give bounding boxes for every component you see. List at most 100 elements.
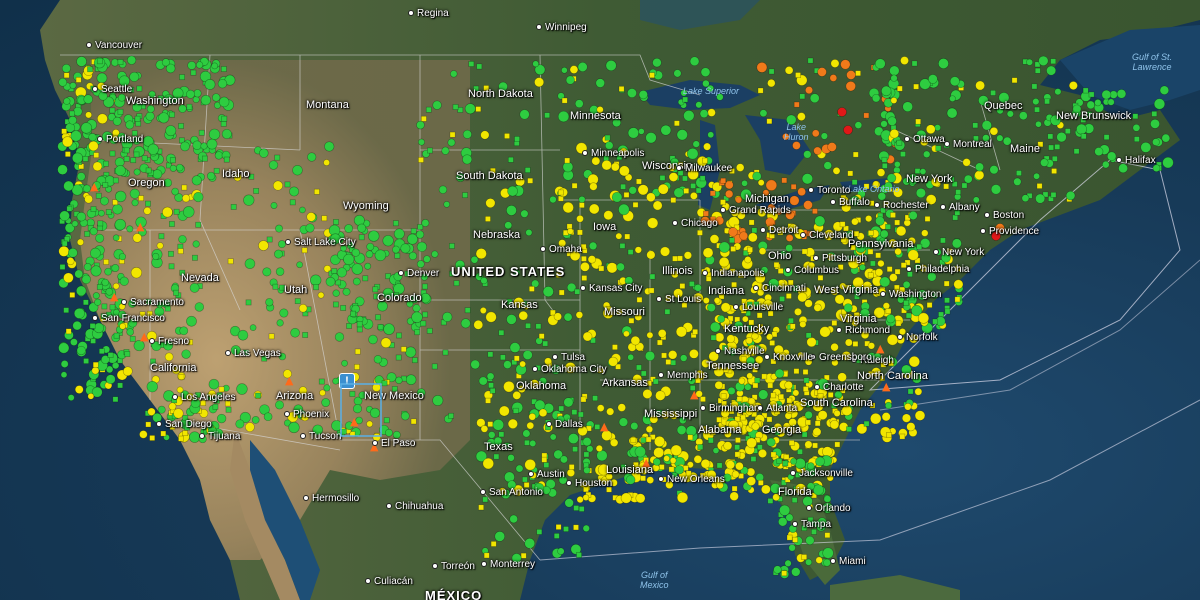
monitor-marker[interactable] <box>288 421 300 434</box>
monitor-marker[interactable] <box>441 146 450 155</box>
monitor-marker[interactable] <box>331 268 338 275</box>
monitor-marker[interactable] <box>431 363 438 370</box>
monitor-marker[interactable] <box>724 189 734 199</box>
monitor-marker[interactable] <box>464 103 476 115</box>
monitor-marker[interactable] <box>728 420 740 432</box>
monitor-marker[interactable] <box>488 431 496 439</box>
monitor-marker[interactable] <box>646 250 656 260</box>
monitor-marker[interactable] <box>1159 85 1170 95</box>
monitor-marker[interactable] <box>769 340 776 346</box>
monitor-marker[interactable] <box>90 337 96 344</box>
monitor-marker[interactable] <box>531 279 540 288</box>
monitor-marker[interactable] <box>104 267 112 276</box>
monitor-marker[interactable] <box>362 275 369 282</box>
monitor-marker[interactable] <box>133 168 141 176</box>
monitor-marker[interactable] <box>877 259 885 268</box>
monitor-marker[interactable] <box>724 430 732 438</box>
monitor-marker[interactable] <box>82 156 89 162</box>
monitor-marker[interactable] <box>1042 191 1049 198</box>
monitor-marker[interactable] <box>63 307 70 314</box>
monitor-marker[interactable] <box>169 111 175 118</box>
monitor-marker[interactable] <box>172 365 181 375</box>
monitor-marker[interactable] <box>1035 193 1046 204</box>
monitor-marker[interactable] <box>894 219 901 226</box>
monitor-marker[interactable] <box>618 203 630 216</box>
monitor-marker[interactable] <box>902 280 911 289</box>
monitor-marker[interactable] <box>908 355 920 368</box>
monitor-marker[interactable] <box>648 287 655 294</box>
monitor-marker[interactable] <box>422 283 428 290</box>
monitor-marker[interactable] <box>168 250 174 257</box>
monitor-marker[interactable] <box>565 75 575 85</box>
monitor-marker[interactable] <box>812 400 824 412</box>
monitor-marker[interactable] <box>773 261 780 268</box>
monitor-marker[interactable] <box>299 206 306 214</box>
monitor-marker[interactable] <box>542 286 554 298</box>
monitor-marker[interactable] <box>616 308 623 316</box>
monitor-marker[interactable] <box>109 150 116 157</box>
monitor-marker[interactable] <box>109 304 116 311</box>
monitor-marker[interactable] <box>321 215 328 222</box>
monitor-marker[interactable] <box>182 430 189 437</box>
monitor-marker[interactable] <box>665 359 672 365</box>
monitor-marker[interactable] <box>751 332 759 340</box>
monitor-marker[interactable] <box>564 157 571 164</box>
monitor-marker[interactable] <box>862 281 873 291</box>
monitor-marker[interactable] <box>638 90 648 100</box>
monitor-marker[interactable] <box>907 237 916 246</box>
monitor-marker[interactable] <box>1034 106 1040 113</box>
monitor-marker[interactable] <box>778 517 788 527</box>
monitor-marker[interactable] <box>726 334 736 344</box>
monitor-marker[interactable] <box>408 251 418 261</box>
monitor-marker[interactable] <box>117 108 124 115</box>
fire-icon[interactable]: ▲ <box>136 220 145 233</box>
fire-icon[interactable]: ▲ <box>90 180 99 193</box>
monitor-marker[interactable] <box>620 492 632 504</box>
monitor-marker[interactable] <box>595 444 603 453</box>
monitor-marker[interactable] <box>383 323 395 335</box>
monitor-marker[interactable] <box>201 155 208 162</box>
monitor-marker[interactable] <box>178 104 187 113</box>
monitor-marker[interactable] <box>515 464 524 473</box>
monitor-marker[interactable] <box>392 220 399 227</box>
monitor-marker[interactable] <box>279 308 289 318</box>
monitor-marker[interactable] <box>268 333 275 340</box>
monitor-marker[interactable] <box>443 201 451 208</box>
monitor-marker[interactable] <box>974 170 985 181</box>
monitor-marker[interactable] <box>561 66 568 74</box>
monitor-marker[interactable] <box>881 85 892 97</box>
monitor-marker[interactable] <box>406 300 414 308</box>
monitor-marker[interactable] <box>686 147 699 160</box>
monitor-marker[interactable] <box>727 386 736 396</box>
monitor-marker[interactable] <box>524 439 530 446</box>
monitor-marker[interactable] <box>482 457 494 470</box>
monitor-marker[interactable] <box>72 320 82 331</box>
monitor-marker[interactable] <box>1044 98 1050 105</box>
monitor-marker[interactable] <box>60 371 68 379</box>
monitor-marker[interactable] <box>955 189 962 196</box>
monitor-marker[interactable] <box>92 292 100 300</box>
monitor-marker[interactable] <box>417 224 424 230</box>
monitor-marker[interactable] <box>695 390 703 398</box>
monitor-marker[interactable] <box>186 89 195 99</box>
monitor-marker[interactable] <box>110 58 119 67</box>
monitor-marker[interactable] <box>638 461 648 471</box>
monitor-marker[interactable] <box>709 321 721 333</box>
monitor-marker[interactable] <box>536 528 543 535</box>
monitor-marker[interactable] <box>981 120 992 131</box>
monitor-marker[interactable] <box>333 219 339 225</box>
monitor-marker[interactable] <box>919 168 927 175</box>
monitor-marker[interactable] <box>645 436 652 443</box>
monitor-marker[interactable] <box>420 292 431 304</box>
monitor-marker[interactable] <box>782 133 790 141</box>
monitor-marker[interactable] <box>114 165 126 177</box>
monitor-marker[interactable] <box>578 202 585 209</box>
monitor-marker[interactable] <box>566 468 576 477</box>
monitor-marker[interactable] <box>82 299 89 306</box>
monitor-marker[interactable] <box>114 218 127 231</box>
monitor-marker[interactable] <box>572 446 578 453</box>
monitor-marker[interactable] <box>820 132 829 140</box>
monitor-marker[interactable] <box>876 168 886 177</box>
monitor-marker[interactable] <box>1016 170 1022 176</box>
monitor-marker[interactable] <box>259 148 269 158</box>
